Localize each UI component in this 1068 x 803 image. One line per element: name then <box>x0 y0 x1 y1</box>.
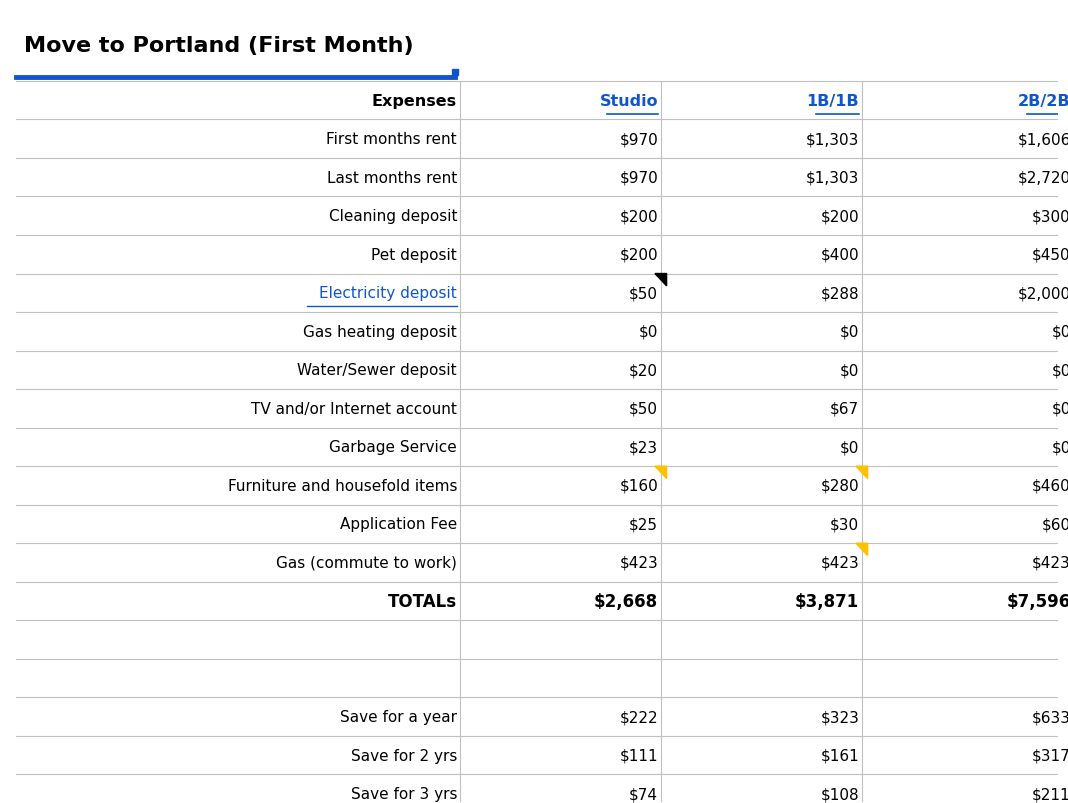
Text: Expenses: Expenses <box>372 93 457 108</box>
Text: $50: $50 <box>629 286 658 301</box>
Text: $0: $0 <box>639 324 658 340</box>
Text: $2,668: $2,668 <box>594 593 658 610</box>
Text: $0: $0 <box>1051 324 1068 340</box>
Text: $30: $30 <box>830 517 859 532</box>
Polygon shape <box>855 467 867 479</box>
Text: $7,596: $7,596 <box>1006 593 1068 610</box>
Text: TV and/or Internet account: TV and/or Internet account <box>251 402 457 416</box>
Text: $0: $0 <box>1051 440 1068 454</box>
Text: 1B/1B: 1B/1B <box>806 93 859 108</box>
Text: Last months rent: Last months rent <box>327 170 457 185</box>
Text: $323: $323 <box>820 709 859 724</box>
Text: Application Fee: Application Fee <box>340 517 457 532</box>
Text: Furniture and housefold items: Furniture and housefold items <box>227 479 457 493</box>
Text: 2B/2B: 2B/2B <box>1018 93 1068 108</box>
Text: Move to Portland (First Month): Move to Portland (First Month) <box>25 36 414 56</box>
Text: $200: $200 <box>820 209 859 224</box>
Text: $74: $74 <box>629 786 658 801</box>
Text: $200: $200 <box>619 247 658 263</box>
Text: $1,303: $1,303 <box>805 170 859 185</box>
Text: $50: $50 <box>629 402 658 416</box>
Text: Save for a year: Save for a year <box>340 709 457 724</box>
Text: $288: $288 <box>820 286 859 301</box>
Text: $450: $450 <box>1032 247 1068 263</box>
Text: $0: $0 <box>1051 402 1068 416</box>
Text: Cleaning deposit: Cleaning deposit <box>329 209 457 224</box>
Text: Gas (commute to work): Gas (commute to work) <box>277 556 457 570</box>
Text: First months rent: First months rent <box>327 132 457 147</box>
Polygon shape <box>655 274 666 287</box>
Text: $970: $970 <box>619 132 658 147</box>
Text: $222: $222 <box>619 709 658 724</box>
Text: $460: $460 <box>1032 479 1068 493</box>
Text: $300: $300 <box>1032 209 1068 224</box>
Polygon shape <box>655 467 666 479</box>
Text: $67: $67 <box>830 402 859 416</box>
Text: $200: $200 <box>619 209 658 224</box>
Text: TOTALs: TOTALs <box>388 593 457 610</box>
Text: $0: $0 <box>839 324 859 340</box>
Text: $211: $211 <box>1032 786 1068 801</box>
Text: $423: $423 <box>820 556 859 570</box>
Text: $0: $0 <box>839 363 859 378</box>
Text: Studio: Studio <box>599 93 658 108</box>
Text: $423: $423 <box>619 556 658 570</box>
Text: Save for 2 yrs: Save for 2 yrs <box>350 748 457 763</box>
Text: Gas heating deposit: Gas heating deposit <box>303 324 457 340</box>
Text: $633: $633 <box>1032 709 1068 724</box>
Text: $1,303: $1,303 <box>805 132 859 147</box>
Text: $1,606: $1,606 <box>1018 132 1068 147</box>
Text: $108: $108 <box>820 786 859 801</box>
Text: $317: $317 <box>1032 748 1068 763</box>
Text: $25: $25 <box>629 517 658 532</box>
Text: $3,871: $3,871 <box>795 593 859 610</box>
Text: $2,720: $2,720 <box>1018 170 1068 185</box>
Text: $20: $20 <box>629 363 658 378</box>
Text: Pet deposit: Pet deposit <box>372 247 457 263</box>
Polygon shape <box>855 544 867 556</box>
Text: $2,000: $2,000 <box>1018 286 1068 301</box>
Text: $23: $23 <box>629 440 658 454</box>
Text: $111: $111 <box>619 748 658 763</box>
Text: Save for 3 yrs: Save for 3 yrs <box>350 786 457 801</box>
Text: $970: $970 <box>619 170 658 185</box>
Text: $0: $0 <box>839 440 859 454</box>
Text: $0: $0 <box>1051 363 1068 378</box>
Text: $160: $160 <box>619 479 658 493</box>
Text: Garbage Service: Garbage Service <box>329 440 457 454</box>
Text: $423: $423 <box>1032 556 1068 570</box>
Text: Electricity deposit: Electricity deposit <box>319 286 457 301</box>
Text: $161: $161 <box>820 748 859 763</box>
Text: $60: $60 <box>1041 517 1068 532</box>
Text: $280: $280 <box>820 479 859 493</box>
Text: Water/Sewer deposit: Water/Sewer deposit <box>298 363 457 378</box>
Text: $400: $400 <box>820 247 859 263</box>
